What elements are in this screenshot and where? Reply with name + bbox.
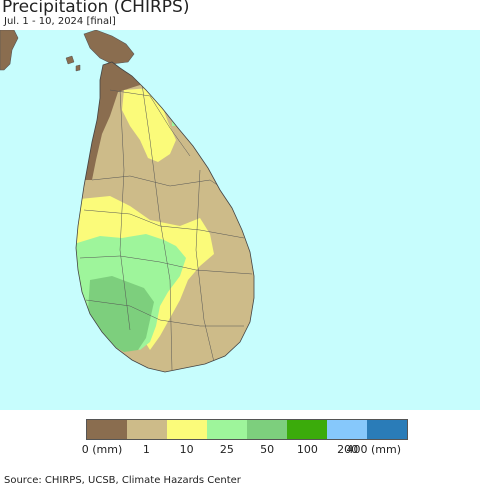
legend-label-7: 400 (mm) (346, 443, 402, 456)
precipitation-map (0, 30, 255, 373)
legend-swatch-3 (207, 420, 247, 439)
legend-swatch-7 (367, 420, 407, 439)
map-area (0, 30, 480, 410)
legend-swatch-4 (247, 420, 287, 439)
precip-zones (76, 62, 254, 372)
legend-label-4: 50 (260, 443, 275, 456)
map-subtitle: Jul. 1 - 10, 2024 [final] (4, 16, 116, 27)
source-credit: Source: CHIRPS, UCSB, Climate Hazards Ce… (4, 475, 241, 486)
legend-labels: 0 (mm) 1 10 25 50 100 200 400 (mm) (0, 443, 480, 459)
island-outline (75, 61, 255, 373)
island-1 (65, 55, 75, 65)
jaffna-peninsula (83, 30, 135, 65)
legend-swatch-2 (167, 420, 207, 439)
legend-label-5: 100 (296, 443, 318, 456)
legend-label-0: 0 (mm) (81, 443, 123, 456)
island-2 (75, 64, 81, 72)
legend-label-3: 25 (219, 443, 234, 456)
legend-swatch-1 (127, 420, 167, 439)
map-title: Precipitation (CHIRPS) (2, 0, 190, 17)
legend-swatch-5 (287, 420, 327, 439)
legend-label-1: 1 (142, 443, 150, 456)
legend-swatch-0 (87, 420, 127, 439)
legend-label-2: 10 (179, 443, 194, 456)
legend-swatch-6 (327, 420, 367, 439)
legend-label-6: 200 (337, 443, 359, 456)
legend-colorbar (86, 419, 408, 440)
mainland-coast (0, 30, 19, 71)
